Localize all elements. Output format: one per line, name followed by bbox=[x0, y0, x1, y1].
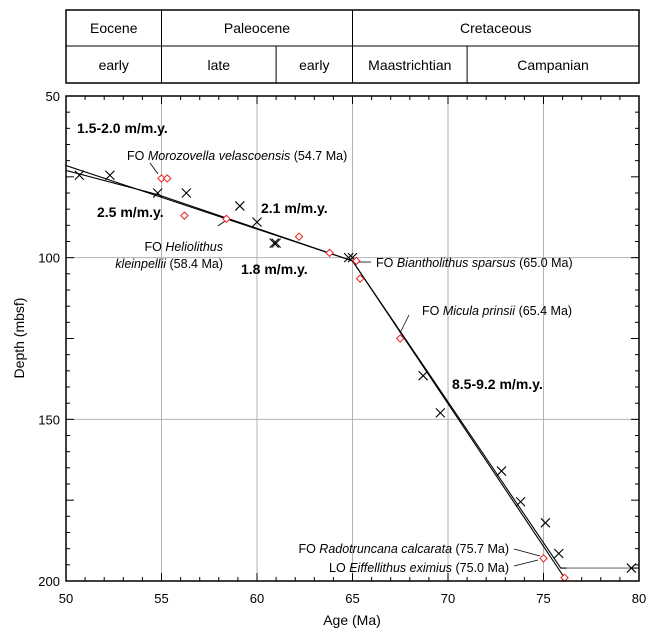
cross-marker bbox=[269, 238, 280, 249]
stage-label: early bbox=[299, 57, 329, 73]
leader-line bbox=[513, 559, 539, 567]
stage-label: early bbox=[99, 57, 129, 73]
diamond-marker bbox=[352, 256, 361, 266]
stage-label: Campanian bbox=[517, 57, 589, 73]
cross-marker bbox=[181, 188, 192, 198]
x-tick-label: 50 bbox=[59, 591, 73, 606]
datum-prefix: FO bbox=[127, 149, 148, 163]
y-tick-label: 100 bbox=[38, 251, 60, 266]
x-tick-label: 55 bbox=[154, 591, 168, 606]
leader-line bbox=[149, 162, 159, 175]
plot-frame bbox=[65, 95, 640, 582]
rate-label: 1.5-2.0 m/m.y. bbox=[77, 120, 168, 136]
grid bbox=[66, 96, 639, 581]
cross-marker bbox=[152, 188, 163, 198]
plot-area: 50 55 60 65 70 75 80 50 100 150 200 1.5-2.0 m/m.y… bbox=[38, 89, 646, 606]
stage-row: early late early Maastrichtian Campanian bbox=[99, 46, 589, 83]
datum-age: (65.0 Ma) bbox=[516, 256, 573, 270]
x-tick-label: 80 bbox=[632, 591, 646, 606]
y-tick-label: 50 bbox=[46, 89, 60, 104]
taxon-name: Heliolithus bbox=[165, 240, 223, 254]
datum-age: (75.7 Ma) bbox=[452, 542, 509, 556]
taxon-name: Radotruncana calcarata bbox=[319, 542, 452, 556]
x-tick-label: 75 bbox=[536, 591, 550, 606]
cross-marker bbox=[74, 170, 85, 181]
y-tick-label: 200 bbox=[38, 574, 60, 589]
datum-label: FO Radotruncana calcarata (75.7 Ma) bbox=[298, 542, 509, 556]
diamond-marker bbox=[157, 174, 166, 183]
taxon-name: Biantholithus sparsus bbox=[397, 256, 516, 270]
epoch-label: Cretaceous bbox=[460, 20, 532, 36]
cross-marker bbox=[343, 252, 354, 263]
datum-prefix: FO bbox=[144, 240, 165, 254]
datum-label: LO Eiffellithus eximius (75.0 Ma) bbox=[329, 561, 509, 575]
diamond-marker bbox=[180, 211, 189, 220]
fit-line bbox=[352, 260, 565, 579]
leader-lines bbox=[149, 162, 541, 567]
datum-label: FO Morozovella velascoensis (54.7 Ma) bbox=[127, 149, 347, 163]
diamond-marker bbox=[222, 214, 231, 224]
rate-label: 1.8 m/m.y. bbox=[241, 261, 308, 277]
stratigraphy-table: Eocene Paleocene Cretaceous early late early… bbox=[65, 9, 640, 84]
annotations: 1.5-2.0 m/m.y. 2.5 m/m.y. 2.1 m/m.y. 1.8 m/… bbox=[77, 120, 573, 575]
cross-marker bbox=[252, 217, 262, 227]
datum-age: (75.0 Ma) bbox=[452, 561, 509, 575]
diamond-marker bbox=[395, 334, 405, 343]
cross-marker bbox=[234, 201, 245, 211]
datum-prefix: FO bbox=[422, 304, 443, 318]
x-tick-labels: 50 55 60 65 70 75 80 bbox=[59, 591, 646, 606]
rate-label: 8.5-9.2 m/m.y. bbox=[452, 376, 543, 392]
cross-marker bbox=[418, 370, 429, 381]
cross-marker bbox=[271, 238, 281, 249]
datum-label: FO Heliolithus bbox=[144, 240, 223, 254]
cross-marker bbox=[496, 466, 507, 476]
cross-marker bbox=[515, 496, 526, 507]
x-axis-title: Age (Ma) bbox=[323, 612, 381, 628]
diamond-marker bbox=[539, 554, 548, 563]
diamond-marker bbox=[355, 274, 365, 283]
epoch-row: Eocene Paleocene Cretaceous bbox=[90, 10, 532, 83]
cross-marker bbox=[540, 517, 551, 528]
cross-marker bbox=[435, 407, 446, 418]
y-axis-title: Depth (mbsf) bbox=[11, 298, 27, 379]
datum-age: (65.4 Ma) bbox=[515, 304, 572, 318]
taxon-name: Morozovella velascoensis bbox=[148, 149, 290, 163]
leader-line bbox=[513, 548, 541, 557]
y-tick-labels: 50 100 150 200 bbox=[38, 89, 60, 589]
datum-label: kleinpellii (58.4 Ma) bbox=[115, 257, 223, 271]
datum-age: (54.7 Ma) bbox=[290, 149, 347, 163]
epoch-label: Paleocene bbox=[224, 20, 290, 36]
data-points bbox=[74, 170, 637, 583]
x-tick-label: 70 bbox=[441, 591, 455, 606]
cross-marker bbox=[105, 170, 115, 181]
datum-age: (58.4 Ma) bbox=[166, 257, 223, 271]
epoch-label: Eocene bbox=[90, 20, 138, 36]
stage-label: late bbox=[208, 57, 231, 73]
taxon-name: Micula prinsii bbox=[443, 304, 516, 318]
taxon-name: Eiffellithus eximius bbox=[349, 561, 452, 575]
leader-line bbox=[399, 314, 410, 334]
datum-prefix: FO bbox=[376, 256, 397, 270]
datum-label: FO Biantholithus sparsus (65.0 Ma) bbox=[376, 256, 573, 270]
cross-marker bbox=[626, 563, 637, 573]
cross-marker bbox=[553, 548, 564, 559]
datum-prefix: FO bbox=[298, 542, 319, 556]
x-tick-label: 60 bbox=[250, 591, 264, 606]
datum-label: FO Micula prinsii (65.4 Ma) bbox=[422, 304, 572, 318]
y-tick-label: 150 bbox=[38, 412, 60, 427]
stage-label: Maastrichtian bbox=[368, 57, 451, 73]
x-tick-label: 65 bbox=[345, 591, 359, 606]
rate-label: 2.1 m/m.y. bbox=[261, 200, 328, 216]
diamond-marker bbox=[294, 232, 304, 241]
taxon-name: kleinpellii bbox=[115, 257, 167, 271]
diamond-marker bbox=[162, 174, 172, 183]
rate-label: 2.5 m/m.y. bbox=[97, 204, 164, 220]
diamond-marker bbox=[325, 248, 334, 258]
datum-prefix: LO bbox=[329, 561, 349, 575]
